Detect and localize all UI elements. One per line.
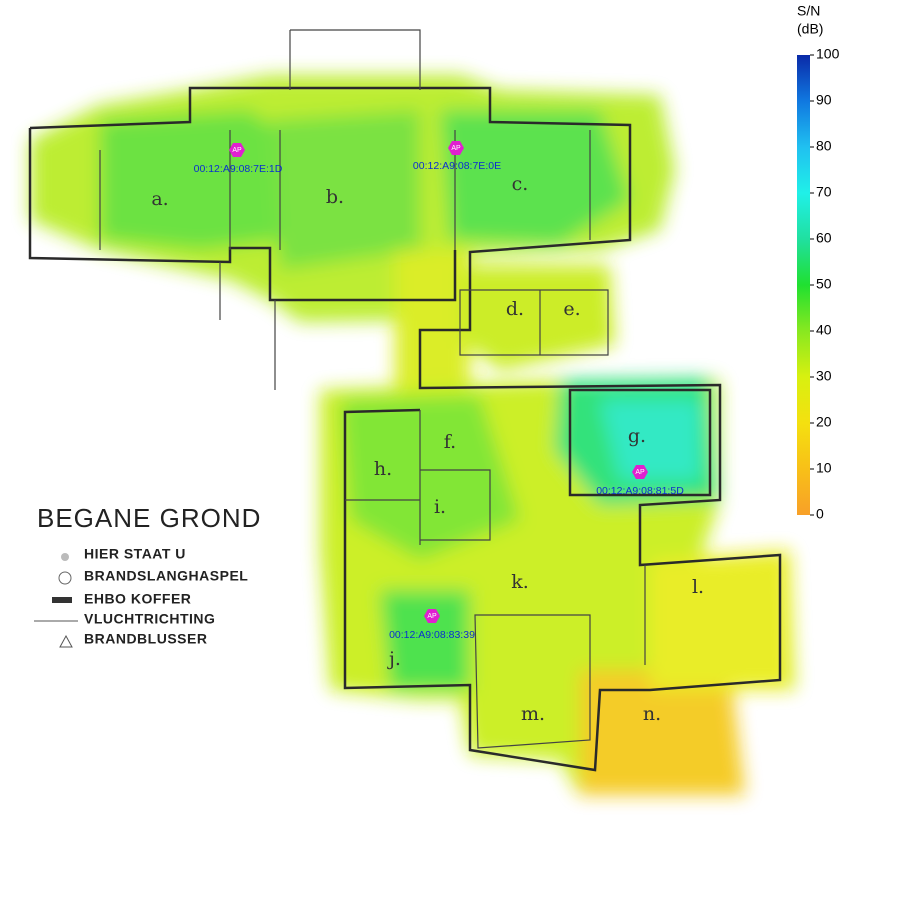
ap-mac: 00:12:A9:08:81:5D <box>596 485 684 497</box>
ap-mac: 00:12:A9:08:7E:1D <box>194 163 283 175</box>
ap-marker[interactable] <box>448 141 464 155</box>
room-label: k. <box>511 571 529 593</box>
plan-title: BEGANE GROND <box>37 503 261 533</box>
colorbar: S/N (dB) 0 10 20 30 40 50 60 70 80 90 100 <box>797 3 840 522</box>
colorbar-tick-label: 0 <box>816 506 824 522</box>
room-label: g. <box>628 425 646 447</box>
room-label: e. <box>563 298 580 320</box>
legend-items: HIER STAAT U BRANDSLANGHASPEL EHBO KOFFER V… <box>84 546 248 647</box>
colorbar-tick-label: 40 <box>816 322 832 338</box>
colorbar-tick-label: 90 <box>816 92 832 108</box>
room-label: h. <box>374 458 392 480</box>
ap-label: AP <box>635 469 645 476</box>
ap-marker[interactable] <box>229 143 245 157</box>
colorbar-tick-label: 80 <box>816 138 832 154</box>
colorbar-title: S/N <box>797 3 820 19</box>
icon <box>59 634 73 648</box>
colorbar-tick-label: 70 <box>816 184 832 200</box>
legend-item: BRANDBLUSSER <box>84 631 207 647</box>
room-label: c. <box>512 173 529 195</box>
room-label: a. <box>151 188 168 210</box>
room-label: b. <box>326 186 344 208</box>
ap-mac: 00:12:A9:08:83:39 <box>389 629 475 641</box>
legend-item: HIER STAAT U <box>84 546 186 562</box>
icon <box>58 571 72 585</box>
icon <box>52 597 72 603</box>
room-label: l. <box>692 576 704 598</box>
colorbar-tick-label: 50 <box>816 276 832 292</box>
access-points: AP 00:12:A9:08:7E:1D AP 00:12:A9:08:7E:0… <box>194 141 684 641</box>
room-label: m. <box>521 703 545 725</box>
colorbar-tick-label: 10 <box>816 460 832 476</box>
icon <box>61 553 69 561</box>
colorbar-title: (dB) <box>797 21 823 37</box>
ap-label: AP <box>451 145 461 152</box>
floor-plan <box>28 29 782 772</box>
legend-item: VLUCHTRICHTING <box>84 611 215 627</box>
room-label: n. <box>643 703 661 725</box>
colorbar-tick-label: 60 <box>816 230 832 246</box>
ap-label: AP <box>427 613 437 620</box>
room-labels: a. b. c. d. e. f. g. h. i. j. k. l. m. n. <box>151 173 704 725</box>
colorbar-tick-label: 100 <box>816 46 840 62</box>
legend-item: BRANDSLANGHASPEL <box>84 568 248 584</box>
room-label: i. <box>434 496 446 518</box>
colorbar-gradient <box>797 55 810 515</box>
ap-mac: 00:12:A9:08:7E:0E <box>413 160 501 172</box>
room-label: j. <box>387 648 401 670</box>
ap-label: AP <box>232 147 242 154</box>
room-label: f. <box>444 431 456 453</box>
room-label: d. <box>506 298 524 320</box>
legend-item: EHBO KOFFER <box>84 591 191 607</box>
ap-marker[interactable] <box>424 609 440 623</box>
colorbar-tick-label: 20 <box>816 414 832 430</box>
plan-legend: BEGANE GROND <box>34 503 261 648</box>
ap-marker[interactable] <box>632 465 648 479</box>
colorbar-tick-label: 30 <box>816 368 832 384</box>
